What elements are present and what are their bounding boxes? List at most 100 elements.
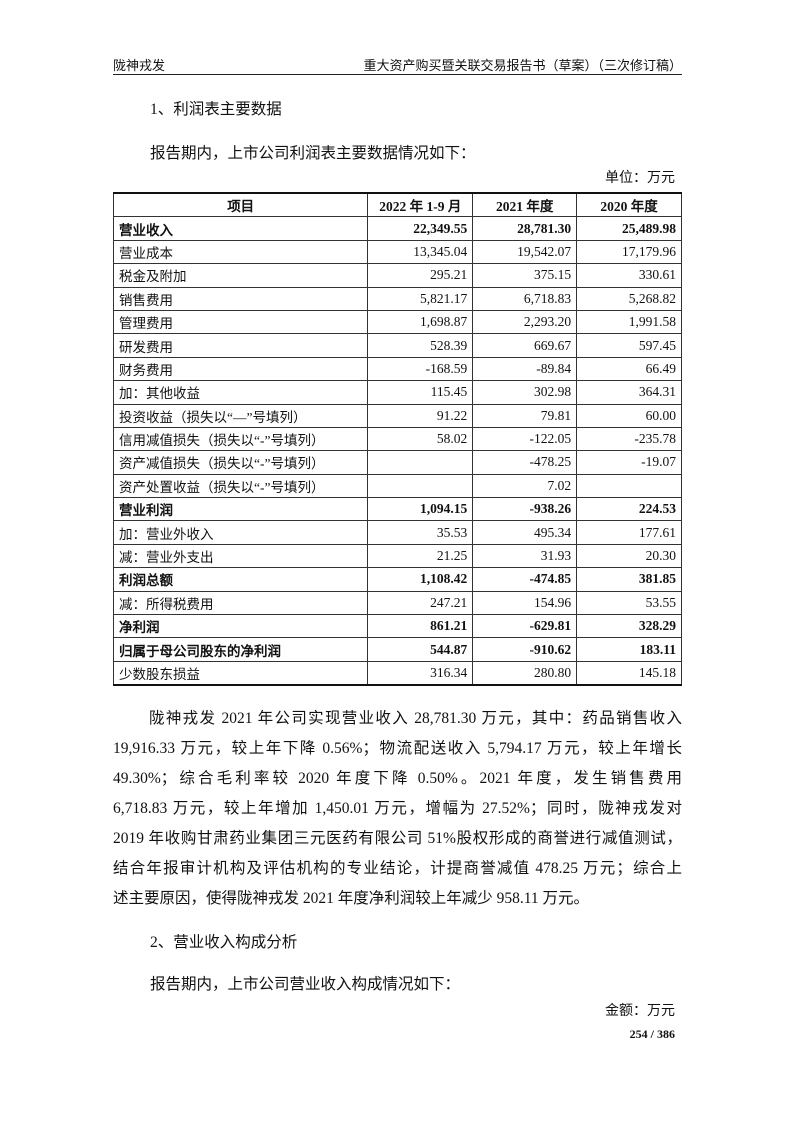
table-row: 加：营业外收入 35.53 495.34 177.61: [112, 520, 682, 545]
row-label: 营业利润: [112, 497, 369, 522]
cell-value: 328.29: [576, 614, 682, 639]
cell-value: [367, 450, 474, 475]
cell-value: 154.96: [472, 590, 578, 616]
row-label: 销售费用: [112, 286, 369, 311]
col-header: 2022 年 1-9 月: [367, 192, 474, 218]
table-row: 销售费用 5,821.17 6,718.83 5,268.82: [112, 286, 682, 311]
paragraph-line: 19,916.33 万元，较上年下降 0.56%；物流配送收入 5,794.17…: [113, 740, 682, 757]
row-label: 资产处置收益（损失以“-”号填列）: [112, 473, 369, 499]
row-label: 加：其他收益: [112, 380, 369, 405]
cell-value: -19.07: [576, 450, 682, 475]
cell-value: 53.55: [576, 590, 682, 616]
paragraph-line: 结合年报审计机构及评估机构的专业结论，计提商誉减值 478.25 万元；综合上: [113, 860, 682, 877]
cell-value: 13,345.04: [367, 239, 474, 265]
row-label: 净利润: [112, 614, 369, 639]
cell-value: 19,542.07: [472, 239, 578, 265]
table-row: 管理费用 1,698.87 2,293.20 1,991.58: [112, 309, 682, 335]
cell-value: 20.30: [576, 543, 682, 569]
col-header: 2021 年度: [472, 192, 578, 218]
table-row: 加：其他收益 115.45 302.98 364.31: [112, 380, 682, 405]
cell-value: 21.25: [367, 543, 474, 569]
cell-value: 28,781.30: [472, 216, 578, 241]
row-label: 少数股东损益: [112, 660, 369, 686]
table-row: 利润总额 1,108.42 -474.85 381.85: [112, 567, 682, 592]
paragraph-line: 陇神戎发 2021 年公司实现营业收入 28,781.30 万元，其中：药品销售…: [149, 710, 682, 727]
cell-value: 91.22: [367, 403, 474, 428]
row-label: 减：所得税费用: [112, 590, 369, 616]
cell-value: [576, 473, 682, 499]
table-row: 少数股东损益 316.34 280.80 145.18: [112, 660, 682, 686]
row-label: 资产减值损失（损失以“-”号填列）: [112, 450, 369, 475]
cell-value: -235.78: [576, 426, 682, 452]
row-label: 归属于母公司股东的净利润: [112, 637, 369, 662]
cell-value: 295.21: [367, 263, 474, 288]
paragraph-line: 6,718.83 万元，较上年增加 1,450.01 万元，增幅为 27.52%…: [113, 800, 682, 817]
cell-value: 5,821.17: [367, 286, 474, 311]
cell-value: 330.61: [576, 263, 682, 288]
cell-value: 381.85: [576, 567, 682, 592]
row-label: 营业收入: [112, 216, 369, 241]
analysis-paragraph: 陇神戎发 2021 年公司实现营业收入 28,781.30 万元，其中：药品销售…: [113, 704, 682, 914]
section2-unit: 金额：万元: [605, 1004, 675, 1019]
cell-value: -938.26: [472, 497, 578, 522]
cell-value: 66.49: [576, 356, 682, 382]
cell-value: -474.85: [472, 567, 578, 592]
cell-value: 1,698.87: [367, 309, 474, 335]
header-doc-title: 重大资产购买暨关联交易报告书（草案）（三次修订稿）: [363, 58, 682, 73]
table-row: 减：所得税费用 247.21 154.96 53.55: [112, 590, 682, 616]
row-label: 研发费用: [112, 333, 369, 358]
table-row: 营业利润 1,094.15 -938.26 224.53: [112, 497, 682, 522]
row-label: 加：营业外收入: [112, 520, 369, 545]
page-number: 254 / 386: [629, 1027, 675, 1041]
cell-value: 31.93: [472, 543, 578, 569]
page-header: 陇神戎发 重大资产购买暨关联交易报告书（草案）（三次修订稿）: [113, 52, 682, 75]
paragraph-line: 2019 年收购甘肃药业集团三元医药有限公司 51%股权形成的商誉进行减值测试，: [113, 830, 682, 847]
cell-value: 1,991.58: [576, 309, 682, 335]
section1-title: 1、利润表主要数据: [150, 101, 282, 118]
cell-value: 58.02: [367, 426, 474, 452]
section2-intro: 报告期内，上市公司营业收入构成情况如下：: [150, 976, 461, 993]
table-row: 归属于母公司股东的净利润 544.87 -910.62 183.11: [112, 637, 682, 662]
cell-value: 5,268.82: [576, 286, 682, 311]
table-row: 营业收入 22,349.55 28,781.30 25,489.98: [112, 216, 682, 241]
table-header-row: 项目 2022 年 1-9 月 2021 年度 2020 年度: [112, 192, 682, 218]
cell-value: 79.81: [472, 403, 578, 428]
section2-title: 2、营业收入构成分析: [150, 934, 298, 951]
col-header: 项目: [112, 192, 369, 218]
cell-value: -122.05: [472, 426, 578, 452]
col-header: 2020 年度: [576, 192, 682, 218]
table-row: 净利润 861.21 -629.81 328.29: [112, 614, 682, 639]
cell-value: 528.39: [367, 333, 474, 358]
row-label: 财务费用: [112, 356, 369, 382]
cell-value: 316.34: [367, 660, 474, 686]
cell-value: 495.34: [472, 520, 578, 545]
income-statement-table: 项目 2022 年 1-9 月 2021 年度 2020 年度 营业收入 22,3…: [112, 192, 682, 687]
row-label: 信用减值损失（损失以“-”号填列）: [112, 426, 369, 452]
cell-value: -89.84: [472, 356, 578, 382]
cell-value: 247.21: [367, 590, 474, 616]
cell-value: 183.11: [576, 637, 682, 662]
cell-value: 375.15: [472, 263, 578, 288]
row-label: 税金及附加: [112, 263, 369, 288]
row-label: 减：营业外支出: [112, 543, 369, 569]
table-row: 财务费用 -168.59 -89.84 66.49: [112, 356, 682, 382]
cell-value: -910.62: [472, 637, 578, 662]
cell-value: 1,108.42: [367, 567, 474, 592]
cell-value: 364.31: [576, 380, 682, 405]
cell-value: -168.59: [367, 356, 474, 382]
cell-value: 861.21: [367, 614, 474, 639]
cell-value: 597.45: [576, 333, 682, 358]
cell-value: 224.53: [576, 497, 682, 522]
header-company: 陇神戎发: [113, 58, 166, 73]
table-row: 减：营业外支出 21.25 31.93 20.30: [112, 543, 682, 569]
cell-value: 17,179.96: [576, 239, 682, 265]
row-label: 营业成本: [112, 239, 369, 265]
cell-value: 177.61: [576, 520, 682, 545]
cell-value: 544.87: [367, 637, 474, 662]
paragraph-line: 49.30%；综合毛利率较 2020 年度下降 0.50%。2021 年度，发生…: [113, 770, 682, 787]
table-row: 营业成本 13,345.04 19,542.07 17,179.96: [112, 239, 682, 265]
cell-value: 280.80: [472, 660, 578, 686]
table-row: 信用减值损失（损失以“-”号填列） 58.02 -122.05 -235.78: [112, 426, 682, 452]
table-row: 研发费用 528.39 669.67 597.45: [112, 333, 682, 358]
paragraph-line: 述主要原因，使得陇神戎发 2021 年度净利润较上年减少 958.11 万元。: [113, 890, 590, 907]
